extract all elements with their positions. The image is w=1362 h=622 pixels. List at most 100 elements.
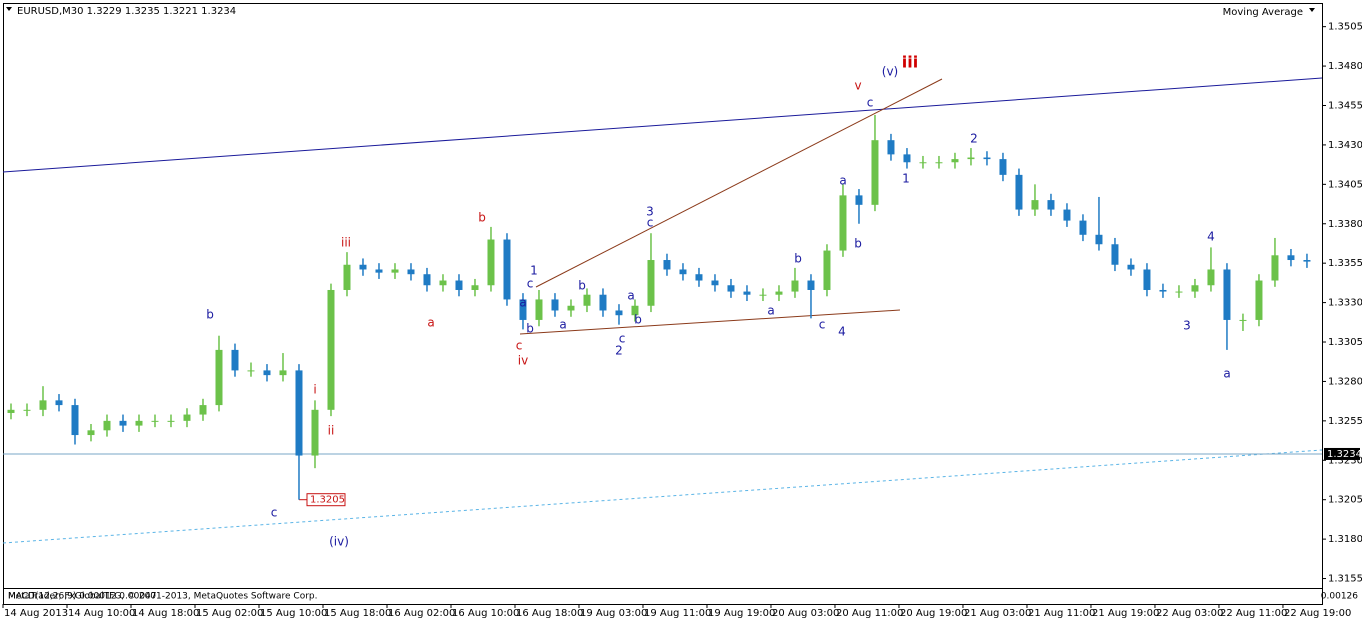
candle-body xyxy=(1303,260,1311,262)
wave-label: c xyxy=(619,332,626,346)
candle-body xyxy=(407,269,415,275)
y-tick-label: 1.3205 xyxy=(1328,495,1362,506)
x-tick-label: 20 Aug 11:00 xyxy=(836,608,903,619)
y-tick-label: 1.3455 xyxy=(1328,100,1362,111)
subwindow-label: MACD(12,26,9) 0.00012 0.00047 xyxy=(8,592,157,602)
candle-body xyxy=(983,157,991,160)
y-tick-label: 1.3330 xyxy=(1328,298,1362,309)
candle-body xyxy=(871,140,879,205)
wave-label: a xyxy=(839,174,846,188)
x-tick-label: 22 Aug 03:00 xyxy=(1156,608,1223,619)
wave-label: b xyxy=(526,322,534,336)
candle-body xyxy=(519,299,527,320)
dashed-channel-line xyxy=(2,449,1323,544)
candle-body xyxy=(1111,244,1119,265)
x-tick-label: 19 Aug 19:00 xyxy=(708,608,775,619)
x-tick-label: 20 Aug 03:00 xyxy=(772,608,839,619)
candle-body xyxy=(1095,234,1103,245)
wave-label: a xyxy=(559,318,566,332)
candle-body xyxy=(583,294,591,306)
candle-body xyxy=(199,405,207,415)
wave-label: b xyxy=(794,252,802,266)
candle-body xyxy=(487,239,495,286)
wave-label: a xyxy=(767,304,774,318)
candle-body xyxy=(119,420,127,426)
candle-body xyxy=(807,280,815,290)
y-tick-label: 1.3480 xyxy=(1328,61,1362,72)
candle-body xyxy=(1127,264,1135,270)
candle-body xyxy=(503,239,511,300)
wave-label: c xyxy=(516,339,523,353)
y-tick-label: 1.3430 xyxy=(1328,140,1362,151)
x-tick-label: 16 Aug 02:00 xyxy=(388,608,455,619)
candle-body xyxy=(279,370,287,376)
y-tick-label: 1.3355 xyxy=(1328,258,1362,269)
x-tick-label: 22 Aug 19:00 xyxy=(1284,608,1351,619)
candle-body xyxy=(55,400,63,406)
candle-body xyxy=(679,269,687,275)
wave-label: iii xyxy=(902,53,918,72)
indicator-name: Moving Average xyxy=(1223,7,1303,18)
candle-body xyxy=(951,159,959,163)
wave-label: 1 xyxy=(902,172,910,186)
wave-label: i xyxy=(313,383,316,397)
candle-body xyxy=(39,400,47,410)
x-tick-label: 14 Aug 10:00 xyxy=(68,608,135,619)
indicator-arrow[interactable] xyxy=(1309,8,1315,12)
candle-body xyxy=(535,299,543,320)
candle-body xyxy=(727,285,735,292)
wave-label: 1 xyxy=(530,264,538,278)
bid-box xyxy=(1324,447,1360,460)
candle-body xyxy=(887,140,895,155)
candle-body xyxy=(423,274,431,286)
watermark: MetaTrader, FxGlobalTFG, © 2001-2013, Me… xyxy=(8,592,318,602)
candle-body xyxy=(1031,200,1039,210)
candle-body xyxy=(615,310,623,316)
candle-body xyxy=(1063,209,1071,221)
wave-label: a xyxy=(1223,367,1230,381)
wave-label: b xyxy=(206,308,214,322)
wave-label: b xyxy=(854,237,862,251)
wave-label: 2 xyxy=(970,132,978,146)
candle-body xyxy=(695,274,703,281)
candle-body xyxy=(551,299,559,311)
candle-body xyxy=(151,420,159,422)
y-tick-label: 1.3380 xyxy=(1328,219,1362,230)
candle-body xyxy=(1223,269,1231,320)
candle-body xyxy=(311,409,319,456)
wave-label: b xyxy=(478,211,486,225)
candle-body xyxy=(1287,255,1295,261)
y-tick-label: 1.3255 xyxy=(1328,416,1362,427)
trend-line xyxy=(519,309,901,335)
wave-label: 4 xyxy=(838,325,846,339)
x-tick-label: 15 Aug 18:00 xyxy=(324,608,391,619)
x-tick-label: 21 Aug 19:00 xyxy=(1092,608,1159,619)
wave-label: (v) xyxy=(882,65,898,79)
candle-body xyxy=(567,305,575,311)
x-tick-label: 15 Aug 02:00 xyxy=(196,608,263,619)
channel-line xyxy=(2,77,1323,173)
x-tick-label: 20 Aug 19:00 xyxy=(900,608,967,619)
candle-body xyxy=(855,195,863,205)
candle-body xyxy=(247,370,255,372)
menu-arrow[interactable] xyxy=(6,7,12,11)
x-tick-label: 22 Aug 11:00 xyxy=(1220,608,1287,619)
wave-label: c xyxy=(527,277,534,291)
candle-body xyxy=(295,370,303,456)
candle-body xyxy=(375,269,383,273)
candle-body xyxy=(167,420,175,422)
candle-body xyxy=(1239,319,1247,321)
candle-body xyxy=(759,294,767,296)
subwindow-frame xyxy=(3,588,1323,605)
candle-body xyxy=(935,162,943,164)
wave-label: 4 xyxy=(1207,230,1215,244)
candle-body xyxy=(631,305,639,316)
wave-label: c xyxy=(867,96,874,110)
low-marker-box xyxy=(306,493,346,507)
wave-label: c xyxy=(647,216,654,230)
x-tick-label: 16 Aug 10:00 xyxy=(452,608,519,619)
candle-body xyxy=(1271,255,1279,281)
candle-body xyxy=(471,285,479,290)
